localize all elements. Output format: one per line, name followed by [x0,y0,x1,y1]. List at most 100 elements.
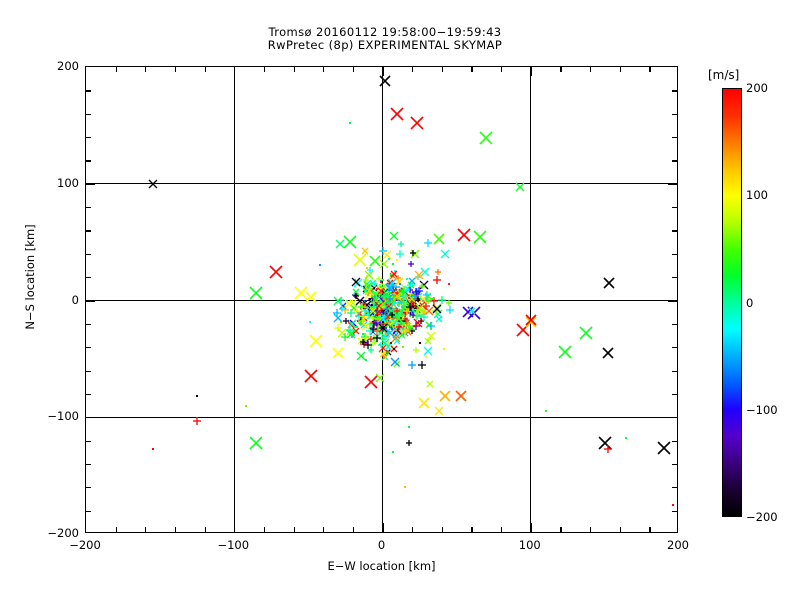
scatter-point [419,280,429,290]
scatter-point [410,249,420,259]
scatter-point [377,327,380,330]
scatter-point [366,267,373,274]
scatter-point [337,328,347,338]
scatter-point [347,321,355,329]
x-axis-tick [530,523,532,532]
scatter-point [400,287,410,297]
colorbar-tick-label: 200 [746,81,768,95]
x-axis-tick [293,527,295,532]
scatter-point [407,286,414,293]
scatter-point [377,311,384,318]
scatter-point [389,291,392,294]
scatter-point [406,302,414,309]
scatter-point [364,284,371,292]
scatter-point [370,284,378,292]
scatter-point [443,348,446,351]
y-axis-tick [86,417,95,419]
scatter-point [378,343,388,353]
scatter-point [402,315,409,322]
scatter-point [393,308,402,317]
scatter-point [368,325,377,334]
scatter-point [392,314,401,323]
scatter-point [362,276,369,283]
scatter-point [397,319,407,329]
scatter-point [411,309,418,316]
scatter-point [392,347,395,350]
scatter-point [341,333,350,342]
scatter-point [435,315,443,323]
y-axis-tick [86,277,91,279]
scatter-point [408,277,416,285]
y-axis-tick [86,300,95,302]
scatter-point [397,314,405,322]
scatter-point [294,286,308,301]
scatter-point [424,337,432,345]
scatter-point [386,295,393,302]
scatter-point [379,246,388,255]
scatter-point [319,264,322,267]
y-axis-tick [86,207,91,209]
scatter-point [362,307,372,317]
scatter-point [602,347,614,359]
scatter-point [396,287,405,296]
scatter-point [419,308,426,315]
scatter-point [399,285,408,294]
scatter-point [359,313,368,322]
scatter-point [462,306,475,318]
colorbar-tick-label: 0 [746,295,754,310]
scatter-point [367,289,376,298]
scatter-point [516,323,530,337]
scatter-point [333,296,343,306]
colorbar-gradient [722,88,742,517]
scatter-point [386,279,393,287]
scatter-point [377,291,384,298]
scatter-point [420,267,430,277]
scatter-point [397,291,404,298]
scatter-plot-area[interactable] [85,66,678,533]
y-axis-tick [672,393,677,396]
scatter-point [473,230,487,245]
scatter-point [362,285,370,293]
scatter-point [364,270,374,280]
y-axis-tick [672,440,677,442]
scatter-point [390,286,393,289]
scatter-point [369,300,379,310]
scatter-point [352,327,360,335]
x-axis-tick [204,527,206,532]
scatter-point [386,340,394,348]
scatter-point [365,359,368,362]
y-axis-tick [672,510,677,512]
scatter-point [367,288,375,295]
scatter-point [387,307,395,315]
scatter-point [365,308,374,317]
scatter-point [434,406,444,416]
scatter-point [363,306,366,309]
scatter-point [357,337,365,345]
x-axis-tick [115,67,117,72]
scatter-point [362,300,372,310]
scatter-point [333,324,342,333]
scatter-point [392,326,402,335]
scatter-point [411,288,420,297]
gridline-vertical [233,67,235,532]
y-axis-tick [86,347,91,349]
scatter-point [404,306,407,309]
scatter-point [364,311,373,320]
scatter-point [370,279,377,287]
scatter-point [371,303,374,306]
scatter-point [384,301,394,311]
colorbar[interactable] [722,88,742,517]
scatter-point [354,325,357,328]
scatter-point [389,318,397,326]
scatter-point [351,277,361,287]
scatter-point [380,315,387,322]
x-axis-tick [560,527,562,532]
scatter-point [383,348,390,355]
scatter-point [413,307,420,314]
x-axis-tick [471,527,473,532]
scatter-point [416,293,419,296]
colorbar-tick-label: 100 [746,188,768,203]
scatter-point [389,273,392,276]
scatter-point [383,295,390,302]
scatter-point [399,316,402,319]
